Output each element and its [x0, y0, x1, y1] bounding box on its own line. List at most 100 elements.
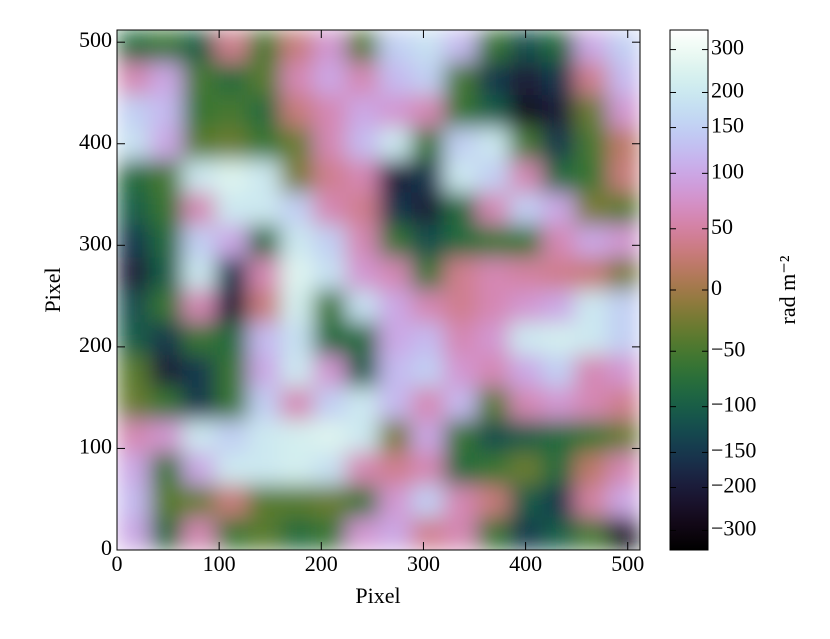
- heatmap-cell: [280, 322, 314, 356]
- heatmap-cell: [574, 322, 608, 356]
- heatmap-cell: [247, 192, 281, 226]
- heatmap-cell: [476, 225, 510, 258]
- heatmap-cell: [476, 30, 510, 63]
- heatmap-cell: [345, 420, 379, 453]
- heatmap-cell: [215, 485, 249, 518]
- heatmap-cell: [509, 160, 543, 193]
- plot-frame: [116, 29, 641, 551]
- heatmap-cell: [378, 160, 412, 193]
- heatmap-cell: [443, 485, 478, 518]
- heatmap-cell: [117, 257, 151, 291]
- heatmap-cell: [215, 387, 249, 421]
- heatmap-cell: [345, 290, 379, 323]
- heatmap-cell: [411, 322, 445, 356]
- heatmap-cell: [476, 257, 510, 291]
- heatmap-cell: [541, 257, 576, 291]
- heatmap-cell: [215, 322, 249, 356]
- heatmap-cell: [182, 355, 216, 388]
- heatmap-cell: [345, 355, 379, 388]
- heatmap-cell: [411, 160, 445, 193]
- heatmap-cell: [149, 420, 183, 453]
- heatmap-cell: [509, 355, 543, 388]
- heatmap-cell: [280, 30, 314, 63]
- heatmap-cell: [541, 322, 576, 356]
- heatmap-cell: [313, 192, 347, 226]
- heatmap-cell: [574, 355, 608, 388]
- heatmap-cell: [378, 257, 412, 291]
- heatmap-cell: [476, 322, 510, 356]
- heatmap-cell: [215, 225, 249, 258]
- heatmap-cell: [411, 355, 445, 388]
- heatmap-cell: [280, 225, 314, 258]
- heatmap-cell: [345, 322, 379, 356]
- heatmap-cell: [378, 62, 412, 96]
- colorbar-tick-label: −200: [711, 473, 756, 498]
- heatmap-cell: [247, 257, 281, 291]
- heatmap-cell: [607, 290, 640, 323]
- heatmap-cell: [215, 192, 249, 226]
- heatmap-cell: [182, 192, 216, 226]
- heatmap-cell: [280, 355, 314, 388]
- heatmap-cell: [476, 62, 510, 96]
- heatmap-cell: [541, 160, 576, 193]
- heatmap-cell: [378, 485, 412, 518]
- heatmap-cell: [378, 95, 412, 128]
- heatmap-cell: [280, 95, 314, 128]
- heatmap-cell: [117, 62, 151, 96]
- heatmap-cell: [215, 30, 249, 63]
- heatmap-cell: [541, 30, 576, 63]
- heatmap-cell: [509, 225, 543, 258]
- heatmap-cell: [149, 452, 183, 486]
- heatmap-cell: [117, 95, 151, 128]
- colorbar-tick-label: −300: [711, 515, 756, 540]
- heatmap-cell: [476, 517, 510, 550]
- heatmap-cell: [345, 62, 379, 96]
- heatmap-cell: [411, 225, 445, 258]
- x-axis-label: Pixel: [355, 583, 400, 608]
- heatmap-cell: [378, 387, 412, 421]
- heatmap-cell: [117, 192, 151, 226]
- heatmap-cell: [411, 192, 445, 226]
- heatmap-cell: [574, 62, 608, 96]
- heatmap-cell: [247, 290, 281, 323]
- heatmap-cell: [345, 452, 379, 486]
- heatmap-cell: [215, 355, 249, 388]
- heatmap-cell: [378, 127, 412, 161]
- heatmap-cell: [117, 290, 151, 323]
- heatmap-cell: [443, 127, 478, 161]
- heatmap-cell: [280, 192, 314, 226]
- heatmap-cell: [509, 322, 543, 356]
- heatmap-cell: [607, 62, 640, 96]
- heatmap-cell: [149, 225, 183, 258]
- colorbar-tick-label: 100: [711, 158, 744, 183]
- heatmap-cell: [280, 387, 314, 421]
- heatmap-cell: [509, 420, 543, 453]
- heatmap-cell: [574, 192, 608, 226]
- heatmap-cell: [607, 485, 640, 518]
- heatmap-cell: [345, 30, 379, 63]
- heatmap-cell: [411, 387, 445, 421]
- heatmap-cell: [117, 420, 151, 453]
- heatmap-cell: [378, 322, 412, 356]
- heatmap: [117, 30, 640, 550]
- heatmap-cell: [117, 225, 151, 258]
- heatmap-cell: [313, 485, 347, 518]
- heatmap-cell: [443, 452, 478, 486]
- heatmap-cell: [378, 420, 412, 453]
- colorbar-label: rad m⁻²: [775, 255, 800, 324]
- heatmap-cell: [149, 485, 183, 518]
- heatmap-cell: [247, 62, 281, 96]
- heatmap-cell: [313, 30, 347, 63]
- heatmap-cell: [247, 95, 281, 128]
- heatmap-cell: [607, 160, 640, 193]
- heatmap-cell: [149, 355, 183, 388]
- heatmap-cell: [280, 485, 314, 518]
- y-tick-label: 0: [101, 535, 112, 560]
- heatmap-cell: [607, 257, 640, 291]
- heatmap-cell: [476, 160, 510, 193]
- heatmap-cell: [345, 387, 379, 421]
- heatmap-cell: [509, 95, 543, 128]
- heatmap-cell: [443, 387, 478, 421]
- heatmap-cell: [149, 30, 183, 63]
- x-tick-label: 0: [112, 551, 123, 576]
